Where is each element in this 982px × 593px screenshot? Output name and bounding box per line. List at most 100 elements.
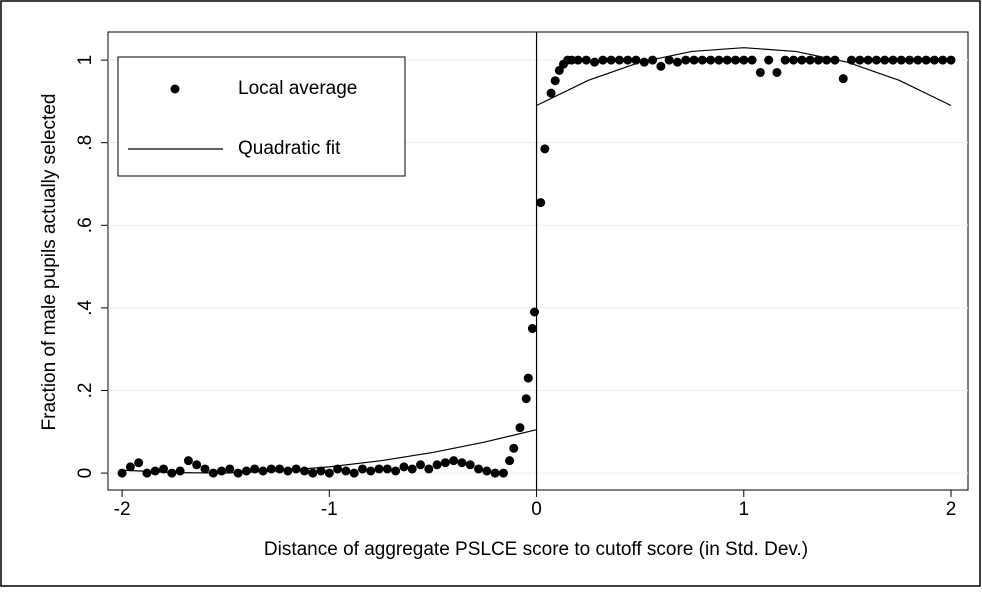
fit-line xyxy=(122,47,952,474)
data-point xyxy=(689,55,699,65)
data-point xyxy=(509,443,519,453)
data-point xyxy=(863,55,873,65)
data-point xyxy=(855,55,865,65)
data-point xyxy=(656,61,666,71)
data-point xyxy=(755,67,765,77)
data-point xyxy=(838,74,848,84)
data-point xyxy=(490,468,500,478)
data-point xyxy=(142,468,152,478)
data-point xyxy=(567,55,577,65)
data-point xyxy=(896,55,906,65)
data-point xyxy=(772,67,782,77)
data-point xyxy=(880,55,890,65)
legend-marker xyxy=(170,84,180,94)
data-point xyxy=(697,55,707,65)
x-tick-label: -2 xyxy=(114,499,131,520)
data-point xyxy=(424,464,434,474)
data-point xyxy=(241,466,251,476)
data-point xyxy=(357,464,367,474)
y-tick-label: .6 xyxy=(75,217,96,233)
data-point xyxy=(523,373,533,383)
data-point xyxy=(474,464,484,474)
data-point xyxy=(664,55,674,65)
data-point xyxy=(623,55,633,65)
data-point xyxy=(550,76,560,86)
data-point xyxy=(797,55,807,65)
data-point xyxy=(905,55,915,65)
data-point xyxy=(672,57,682,67)
data-point xyxy=(183,456,193,466)
data-point xyxy=(159,464,169,474)
data-point xyxy=(382,464,392,474)
data-point xyxy=(440,458,450,468)
x-tick-label: 2 xyxy=(946,499,957,520)
data-point xyxy=(275,464,285,474)
data-point xyxy=(614,55,624,65)
data-point xyxy=(706,55,716,65)
data-point xyxy=(391,466,401,476)
data-point xyxy=(714,55,724,65)
data-point xyxy=(225,464,235,474)
y-tick-label: .2 xyxy=(75,383,96,399)
data-point xyxy=(150,466,160,476)
data-point xyxy=(175,466,185,476)
data-point xyxy=(780,55,790,65)
x-axis-title: Distance of aggregate PSLCE score to cut… xyxy=(264,539,808,560)
x-tick-label: 0 xyxy=(531,499,542,520)
data-point xyxy=(125,462,135,472)
data-point xyxy=(521,394,531,404)
data-point xyxy=(515,423,525,433)
data-point xyxy=(399,462,409,472)
data-point xyxy=(266,464,276,474)
data-point xyxy=(805,55,815,65)
data-point xyxy=(505,456,515,466)
data-point xyxy=(871,55,881,65)
data-point xyxy=(529,307,539,317)
data-point xyxy=(407,464,417,474)
data-point xyxy=(527,324,537,334)
data-point xyxy=(581,55,591,65)
data-point xyxy=(283,466,293,476)
data-point xyxy=(349,468,359,478)
data-point xyxy=(590,57,600,67)
data-point xyxy=(457,458,467,468)
data-point xyxy=(921,55,931,65)
data-point xyxy=(813,55,823,65)
data-point xyxy=(465,460,475,470)
data-point xyxy=(546,88,556,98)
y-tick-label: .4 xyxy=(75,300,96,316)
data-point xyxy=(929,55,939,65)
data-point xyxy=(200,464,210,474)
data-point xyxy=(573,55,583,65)
data-point xyxy=(946,55,956,65)
data-point xyxy=(134,458,144,468)
data-point xyxy=(606,55,616,65)
data-point xyxy=(217,466,227,476)
data-point xyxy=(416,460,426,470)
data-point xyxy=(449,456,459,466)
data-point xyxy=(498,468,508,478)
data-point xyxy=(316,466,326,476)
data-point xyxy=(432,460,442,470)
data-point xyxy=(888,55,898,65)
data-point xyxy=(374,464,384,474)
data-point xyxy=(722,55,732,65)
data-point xyxy=(341,466,351,476)
data-point xyxy=(747,55,757,65)
data-point xyxy=(324,468,334,478)
data-point xyxy=(598,55,608,65)
data-point xyxy=(482,466,492,476)
legend-label: Quadratic fit xyxy=(238,138,341,159)
data-point xyxy=(250,464,260,474)
data-point xyxy=(540,144,550,154)
data-point xyxy=(913,55,923,65)
data-point xyxy=(639,57,649,67)
data-point xyxy=(789,55,799,65)
y-axis-title: Fraction of male pupils actually selecte… xyxy=(39,94,60,431)
legend-label: Local average xyxy=(238,78,357,99)
legend-box xyxy=(117,56,406,177)
x-tick-label: 1 xyxy=(738,499,749,520)
data-point xyxy=(938,55,948,65)
data-point xyxy=(730,55,740,65)
